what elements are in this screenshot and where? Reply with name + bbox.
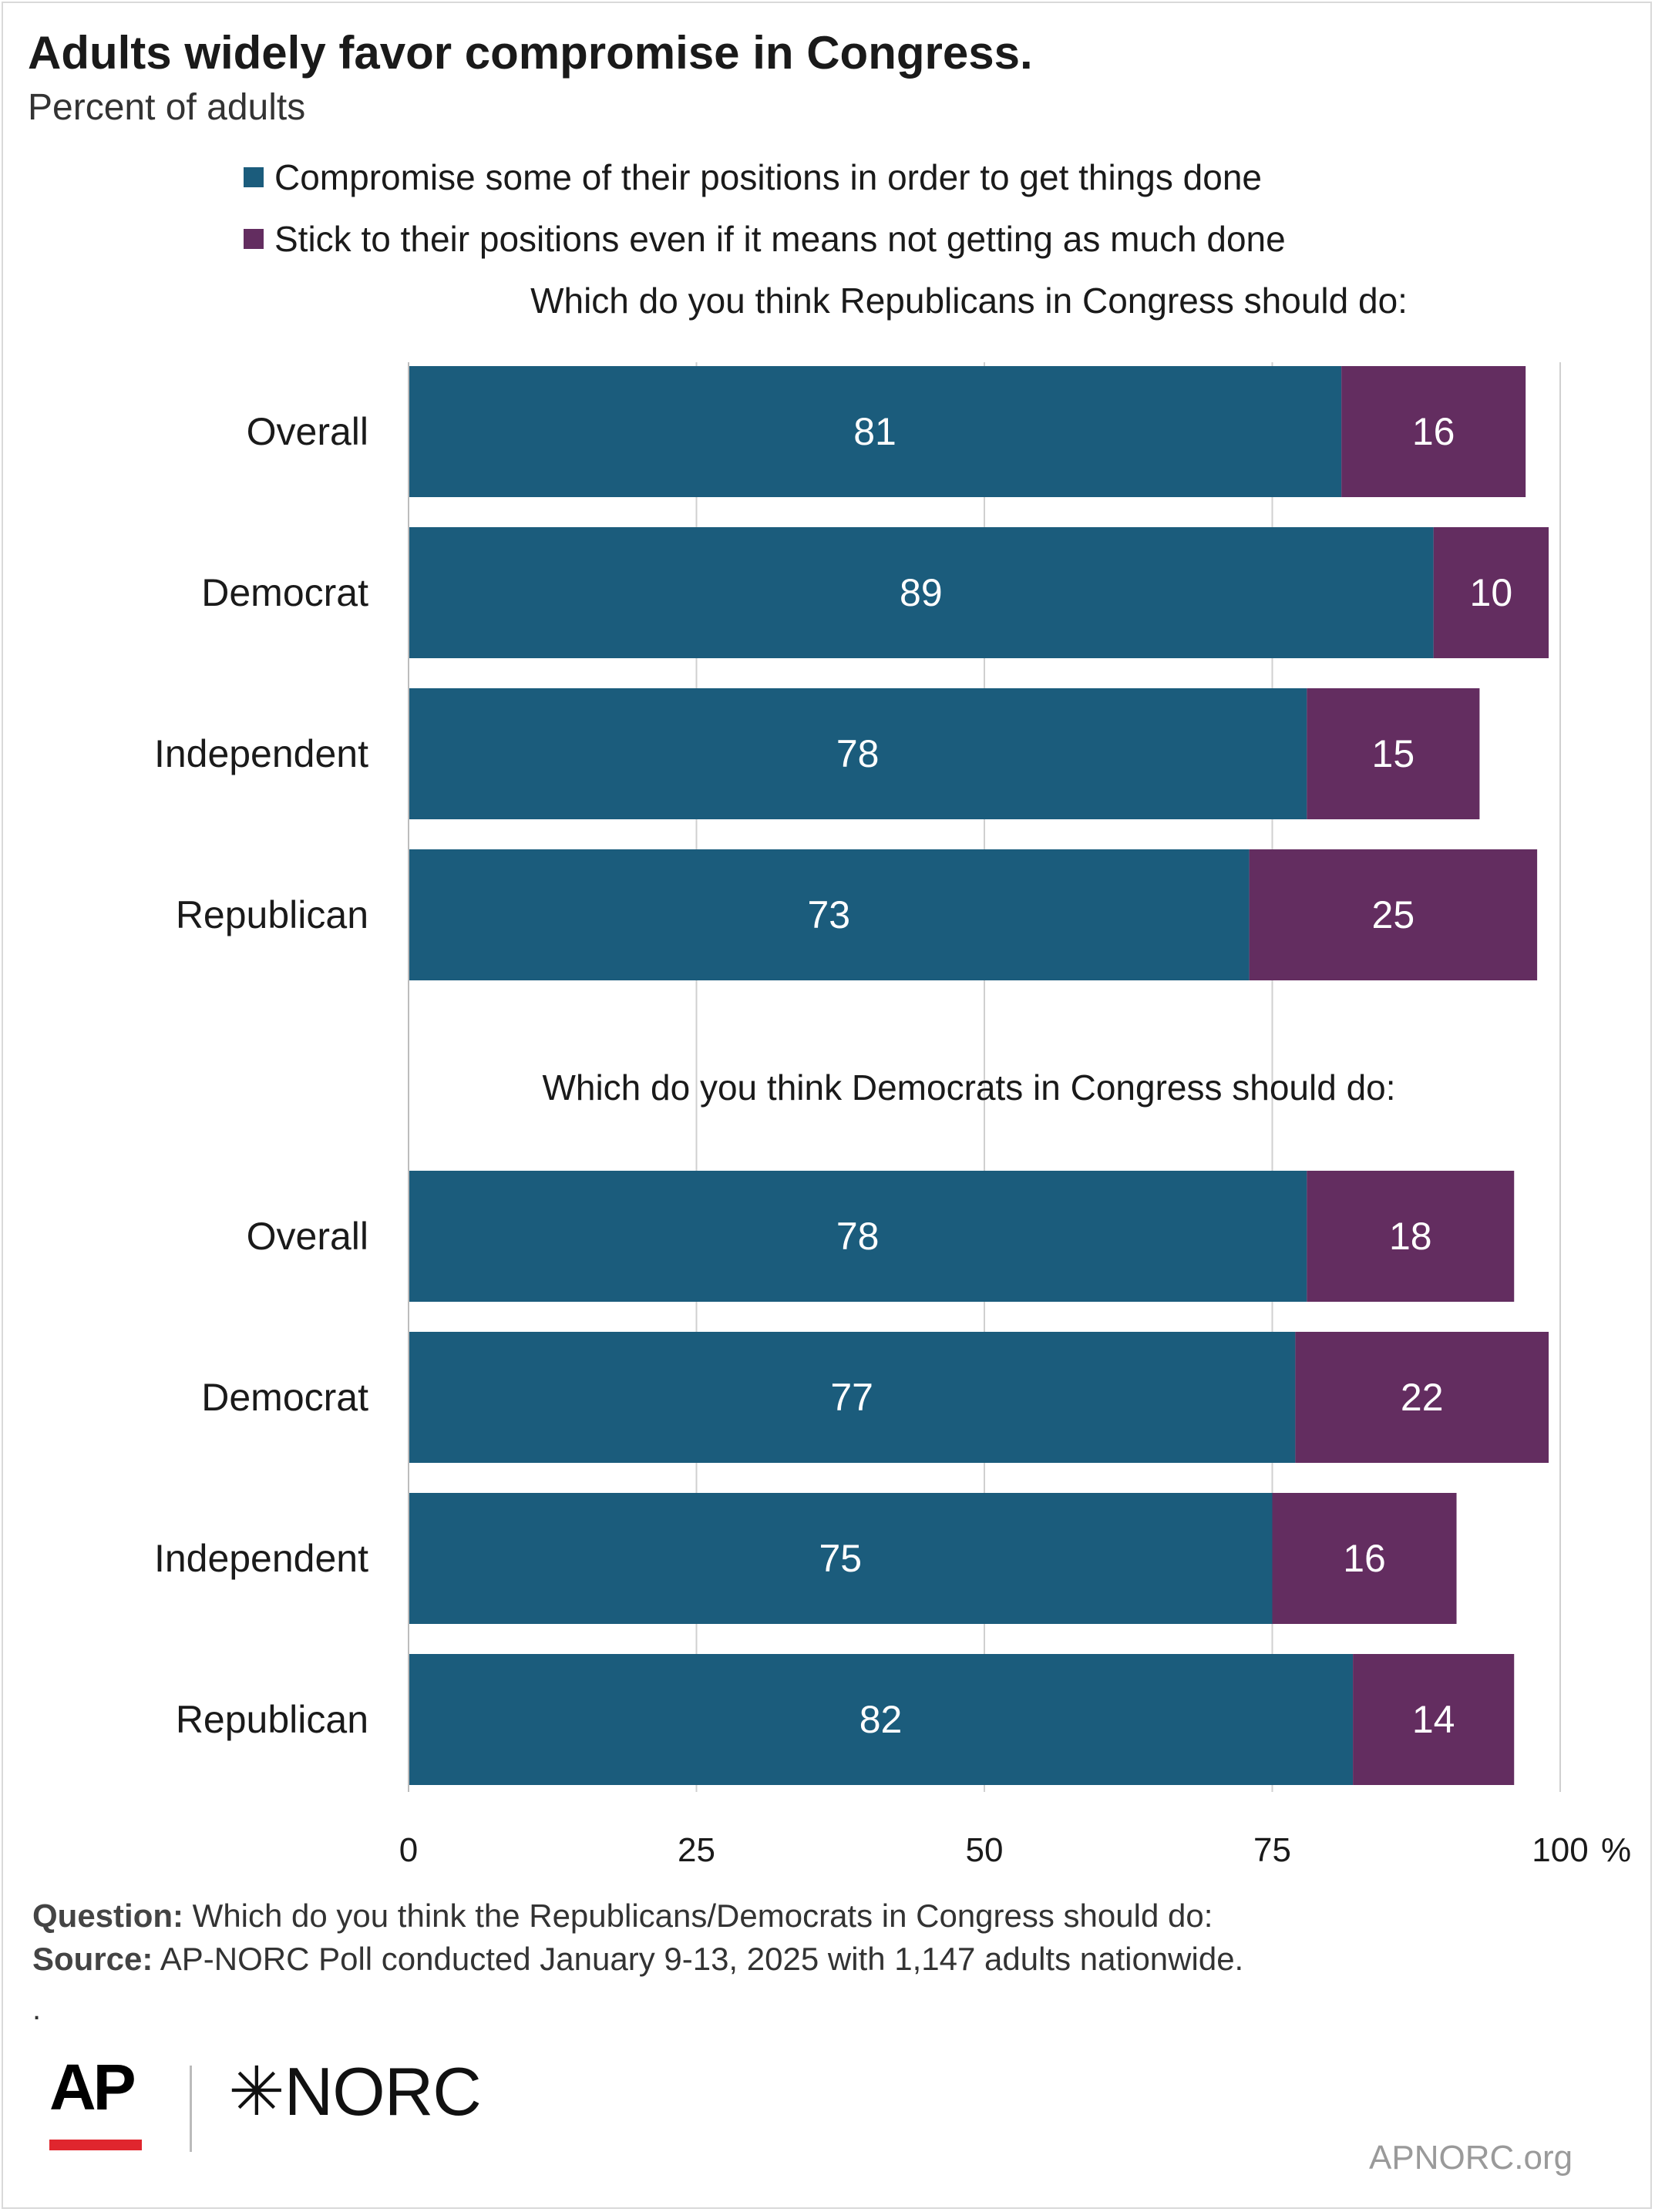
data-label: 25 bbox=[1372, 893, 1415, 936]
stacked-bar-chart: Which do you think Republicans in Congre… bbox=[154, 281, 1631, 1869]
bar-segment bbox=[409, 527, 1434, 658]
x-tick-label: 0 bbox=[399, 1831, 418, 1869]
data-label: 77 bbox=[830, 1376, 873, 1419]
data-label: 75 bbox=[819, 1537, 862, 1580]
bar-segment bbox=[409, 1171, 1307, 1302]
category-label: Overall bbox=[247, 410, 368, 453]
bar-segment bbox=[409, 849, 1250, 980]
chart-subtitle: Percent of adults bbox=[28, 87, 306, 128]
bar-segment bbox=[409, 1493, 1273, 1624]
data-label: 78 bbox=[836, 1215, 880, 1258]
footer-trailing-mark: . bbox=[32, 1992, 42, 2026]
data-label: 81 bbox=[853, 410, 896, 453]
x-unit-label: % bbox=[1601, 1831, 1631, 1869]
data-label: 22 bbox=[1401, 1376, 1444, 1419]
ap-logo-bar bbox=[49, 2140, 142, 2150]
x-tick-label: 100 bbox=[1532, 1831, 1588, 1869]
bar-segment bbox=[1295, 1332, 1549, 1463]
data-label: 10 bbox=[1470, 571, 1513, 614]
bar-segment bbox=[1353, 1654, 1515, 1785]
legend-item-stick: Stick to their positions even if it mean… bbox=[244, 208, 1286, 270]
footer-source: Source: AP-NORC Poll conducted January 9… bbox=[32, 1941, 1243, 1978]
bar-segment bbox=[1341, 366, 1526, 497]
bar-segment bbox=[409, 688, 1307, 819]
chart-title: Adults widely favor compromise in Congre… bbox=[28, 27, 1033, 79]
data-label: 78 bbox=[836, 732, 880, 775]
ap-logo: AP bbox=[49, 2051, 136, 2123]
category-label: Overall bbox=[247, 1215, 368, 1258]
bar-segment bbox=[1307, 1171, 1515, 1302]
bar-segment bbox=[1307, 688, 1480, 819]
legend: Compromise some of their positions in or… bbox=[244, 146, 1286, 270]
data-label: 16 bbox=[1343, 1537, 1386, 1580]
data-label: 16 bbox=[1412, 410, 1455, 453]
category-label: Independent bbox=[154, 1537, 368, 1580]
category-label: Republican bbox=[176, 1698, 368, 1741]
data-label: 15 bbox=[1372, 732, 1415, 775]
category-label: Democrat bbox=[201, 571, 368, 614]
footer-question: Question: Which do you think the Republi… bbox=[32, 1898, 1213, 1935]
legend-label-compromise: Compromise some of their positions in or… bbox=[274, 157, 1262, 197]
data-label: 89 bbox=[900, 571, 943, 614]
source-label: Source: bbox=[32, 1941, 153, 1977]
bar-segment bbox=[409, 1332, 1296, 1463]
source-text: AP-NORC Poll conducted January 9-13, 202… bbox=[160, 1941, 1244, 1977]
bar-segment bbox=[1249, 849, 1538, 980]
category-label: Independent bbox=[154, 732, 368, 775]
bar-segment bbox=[409, 1654, 1354, 1785]
logo-divider bbox=[190, 2066, 192, 2152]
x-tick-label: 25 bbox=[678, 1831, 715, 1869]
panel-heading: Which do you think Republicans in Congre… bbox=[530, 281, 1408, 321]
category-label: Democrat bbox=[201, 1376, 368, 1419]
legend-swatch-compromise bbox=[244, 167, 264, 187]
category-label: Republican bbox=[176, 893, 368, 936]
question-text: Which do you think the Republicans/Democ… bbox=[192, 1898, 1213, 1934]
legend-swatch-stick bbox=[244, 229, 264, 249]
x-tick-label: 75 bbox=[1253, 1831, 1291, 1869]
legend-label-stick: Stick to their positions even if it mean… bbox=[274, 219, 1286, 259]
question-label: Question: bbox=[32, 1898, 183, 1934]
bar-segment bbox=[1433, 527, 1549, 658]
data-label: 18 bbox=[1389, 1215, 1432, 1258]
data-label: 73 bbox=[807, 893, 850, 936]
norc-logo: ✳NORC bbox=[228, 2053, 482, 2130]
site-url: APNORC.org bbox=[1369, 2139, 1573, 2177]
x-tick-label: 50 bbox=[966, 1831, 1004, 1869]
legend-item-compromise: Compromise some of their positions in or… bbox=[244, 146, 1286, 208]
bar-segment bbox=[1272, 1493, 1457, 1624]
data-label: 82 bbox=[859, 1698, 903, 1741]
data-label: 14 bbox=[1412, 1698, 1455, 1741]
bar-segment bbox=[409, 366, 1342, 497]
panel-heading: Which do you think Democrats in Congress… bbox=[542, 1067, 1395, 1108]
